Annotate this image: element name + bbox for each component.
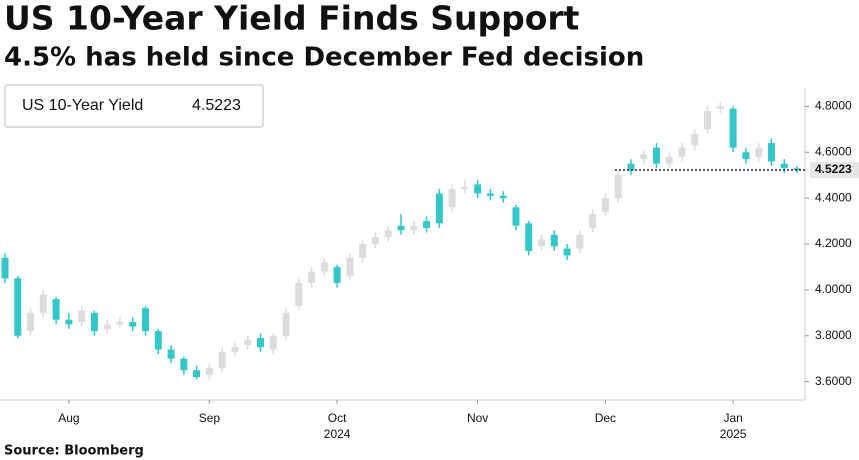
candle-body bbox=[525, 223, 533, 251]
candle-body bbox=[435, 193, 443, 224]
candle-body bbox=[65, 319, 73, 325]
candle-body bbox=[627, 163, 635, 171]
candle-body bbox=[793, 168, 801, 171]
y-tick-label: 4.6000 bbox=[815, 144, 852, 158]
x-tick-label: Sep bbox=[199, 411, 221, 425]
candle-body bbox=[704, 110, 712, 130]
candle-body bbox=[244, 340, 252, 345]
candle-body bbox=[397, 225, 405, 231]
candle-body bbox=[103, 324, 111, 329]
candle-body bbox=[154, 331, 162, 350]
candle-body bbox=[742, 152, 750, 160]
candle-body bbox=[461, 186, 469, 189]
x-tick-label: Nov bbox=[467, 411, 488, 425]
candle-body bbox=[538, 239, 546, 247]
candle-body bbox=[780, 163, 788, 169]
candle-body bbox=[129, 322, 137, 327]
candle-body bbox=[716, 106, 724, 109]
y-tick-label: 4.8000 bbox=[815, 99, 852, 113]
candle-body bbox=[474, 184, 482, 194]
candle-body bbox=[665, 156, 673, 164]
candle-body bbox=[52, 299, 60, 320]
candle-body bbox=[346, 257, 354, 277]
legend-label: US 10-Year Yield bbox=[22, 97, 143, 114]
candle-body bbox=[563, 248, 571, 256]
last-value-label: 4.5223 bbox=[815, 162, 852, 176]
y-tick-label: 3.6000 bbox=[815, 374, 852, 388]
chart-subtitle: 4.5% has held since December Fed decisio… bbox=[4, 43, 644, 73]
x-tick-label: Aug bbox=[58, 411, 79, 425]
candle-body bbox=[256, 338, 264, 348]
candle-body bbox=[371, 237, 379, 244]
candle-body bbox=[180, 358, 188, 371]
candle-body bbox=[576, 234, 584, 249]
x-tick-label: Dec bbox=[595, 411, 616, 425]
candle-body bbox=[384, 230, 392, 238]
candle-body bbox=[614, 175, 622, 199]
candle-body bbox=[308, 271, 316, 283]
x-tick-label: Jan bbox=[723, 411, 742, 425]
y-tick-label: 4.2000 bbox=[815, 236, 852, 250]
candle-body bbox=[90, 312, 98, 332]
last-value-tag bbox=[810, 162, 859, 179]
candle-body bbox=[14, 278, 22, 336]
candle-body bbox=[691, 133, 699, 146]
candle-body bbox=[512, 207, 520, 226]
candle-body bbox=[1, 257, 9, 279]
candle-body bbox=[499, 195, 507, 199]
candle-body bbox=[767, 143, 775, 162]
candle-body bbox=[142, 308, 150, 332]
candle-body bbox=[448, 188, 456, 208]
candle-body bbox=[755, 147, 763, 157]
candle-body bbox=[282, 312, 290, 336]
candle-body bbox=[729, 108, 737, 148]
source: Source: Bloomberg bbox=[4, 444, 144, 459]
candle-body bbox=[193, 370, 201, 378]
candle-body bbox=[78, 310, 86, 322]
candle-body bbox=[295, 283, 303, 306]
candle-body bbox=[589, 214, 597, 228]
candle-body bbox=[27, 312, 35, 332]
x-tick-label: Oct bbox=[328, 411, 347, 425]
candle-body bbox=[116, 322, 124, 325]
candle-body bbox=[601, 198, 609, 212]
legend-value: 4.5223 bbox=[192, 97, 241, 114]
candle-body bbox=[205, 367, 213, 375]
candle-body bbox=[269, 335, 277, 350]
candle-body bbox=[486, 193, 494, 196]
y-tick-label: 4.0000 bbox=[815, 282, 852, 296]
candle-body bbox=[678, 147, 686, 157]
candle-body bbox=[652, 147, 660, 164]
candle-body bbox=[167, 349, 175, 359]
candle-body bbox=[410, 225, 418, 231]
legend-box bbox=[4, 84, 264, 128]
candle-body bbox=[333, 266, 341, 283]
candle-body bbox=[320, 262, 328, 272]
candle-body bbox=[550, 234, 558, 247]
year-label: 2025 bbox=[720, 427, 747, 441]
year-label: 2024 bbox=[324, 427, 351, 441]
candle-body bbox=[640, 154, 648, 160]
chart-title: US 10-Year Yield Finds Support bbox=[4, 0, 580, 38]
candle-body bbox=[359, 244, 367, 258]
candle-body bbox=[218, 351, 226, 368]
candle-body bbox=[231, 347, 239, 352]
candle-body bbox=[423, 221, 431, 228]
candle-body bbox=[39, 294, 47, 313]
y-tick-label: 3.8000 bbox=[815, 328, 852, 342]
y-tick-label: 4.4000 bbox=[815, 190, 852, 204]
